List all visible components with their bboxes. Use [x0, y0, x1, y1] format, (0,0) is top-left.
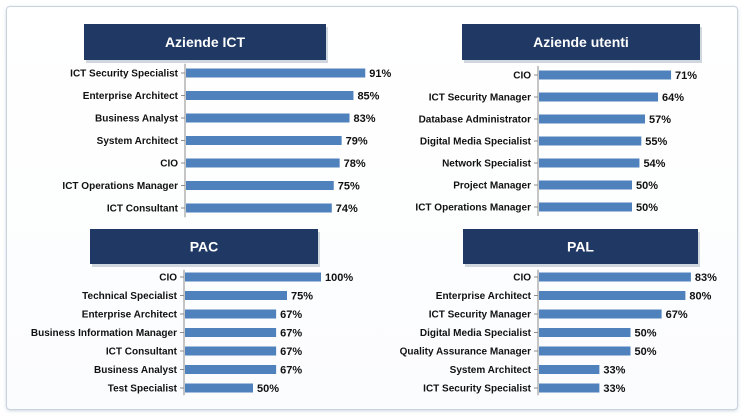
chart-title-box	[462, 24, 700, 60]
bar	[185, 383, 253, 393]
category-label: Network Specialist	[442, 159, 532, 170]
value-label: 67%	[666, 309, 688, 321]
category-label: ICT Security Specialist	[70, 69, 178, 80]
value-label: 78%	[344, 158, 366, 170]
category-label: ICT Consultant	[107, 204, 179, 215]
value-label: 74%	[336, 203, 358, 215]
category-label: System Architect	[450, 365, 532, 376]
value-label: 80%	[689, 291, 711, 303]
value-label: 67%	[280, 365, 302, 377]
value-label: 67%	[280, 346, 302, 358]
category-label: Business Analyst	[94, 365, 178, 376]
bar	[539, 272, 691, 282]
bar	[539, 328, 631, 337]
bar	[539, 202, 632, 212]
value-label: 83%	[354, 113, 376, 125]
category-label: Digital Media Specialist	[420, 137, 532, 148]
category-label: CIO	[513, 273, 531, 284]
bar	[186, 91, 354, 100]
value-label: 50%	[636, 202, 658, 214]
value-label: 54%	[643, 158, 665, 170]
bar	[186, 203, 332, 213]
bar	[185, 365, 277, 374]
value-label: 57%	[649, 114, 671, 126]
bar	[186, 113, 350, 123]
category-label: Quality Assurance Manager	[400, 347, 531, 358]
bar	[539, 92, 659, 102]
bar	[186, 181, 334, 190]
bar	[185, 272, 321, 282]
category-label: CIO	[159, 273, 177, 284]
value-label: 75%	[338, 181, 360, 193]
value-label: 33%	[603, 365, 625, 377]
bar	[185, 328, 277, 337]
bar	[539, 114, 646, 124]
bar	[186, 136, 342, 145]
category-label: Business Analyst	[95, 114, 179, 125]
category-label: Project Manager	[453, 181, 531, 192]
bar	[185, 346, 277, 356]
value-label: 85%	[357, 91, 379, 103]
value-label: 33%	[603, 383, 625, 395]
bar	[185, 291, 287, 300]
value-label: 91%	[369, 68, 391, 80]
category-label: ICT Operations Manager	[415, 203, 531, 214]
category-label: Test Specialist	[108, 384, 178, 395]
chart-title: PAC	[190, 239, 219, 255]
value-label: 64%	[662, 92, 684, 104]
bar	[539, 70, 672, 80]
value-label: 83%	[695, 272, 717, 284]
value-label: 100%	[325, 272, 353, 284]
value-label: 67%	[280, 309, 302, 321]
bar	[539, 158, 640, 168]
value-label: 50%	[636, 180, 658, 192]
bar	[539, 383, 600, 393]
category-label: Digital Media Specialist	[420, 328, 532, 339]
value-label: 50%	[257, 383, 279, 395]
chart-title: Aziende utenti	[533, 34, 629, 50]
category-label: CIO	[160, 159, 178, 170]
bar	[539, 291, 686, 300]
bar	[186, 158, 340, 168]
bar	[539, 309, 662, 319]
category-label: ICT Security Specialist	[423, 384, 531, 395]
bar	[539, 136, 642, 146]
value-label: 55%	[645, 136, 667, 148]
category-label: CIO	[513, 71, 531, 82]
category-label: Business Information Manager	[31, 328, 177, 339]
chart-title: PAL	[567, 239, 594, 255]
value-label: 67%	[280, 328, 302, 340]
bar	[539, 346, 631, 356]
chart-title-box	[463, 229, 698, 264]
category-label: Enterprise Architect	[82, 310, 178, 321]
bar	[539, 365, 600, 374]
category-label: ICT Consultant	[106, 347, 178, 358]
category-label: ICT Security Manager	[429, 310, 531, 321]
bar	[539, 180, 632, 190]
chart-title-box	[84, 24, 326, 60]
bar	[185, 309, 277, 319]
category-label: System Architect	[97, 136, 179, 147]
value-label: 50%	[635, 328, 657, 340]
category-label: Database Administrator	[419, 115, 532, 126]
value-label: 71%	[675, 70, 697, 82]
value-label: 79%	[346, 136, 368, 148]
category-label: Enterprise Architect	[83, 91, 179, 102]
value-label: 75%	[291, 291, 313, 303]
chart-title-box	[90, 229, 318, 264]
bar	[186, 68, 366, 78]
chart-title: Aziende ICT	[165, 34, 246, 50]
category-label: Technical Specialist	[82, 291, 178, 302]
value-label: 50%	[635, 346, 657, 358]
category-label: Enterprise Architect	[436, 291, 532, 302]
category-label: ICT Security Manager	[429, 93, 531, 104]
category-label: ICT Operations Manager	[62, 181, 178, 192]
